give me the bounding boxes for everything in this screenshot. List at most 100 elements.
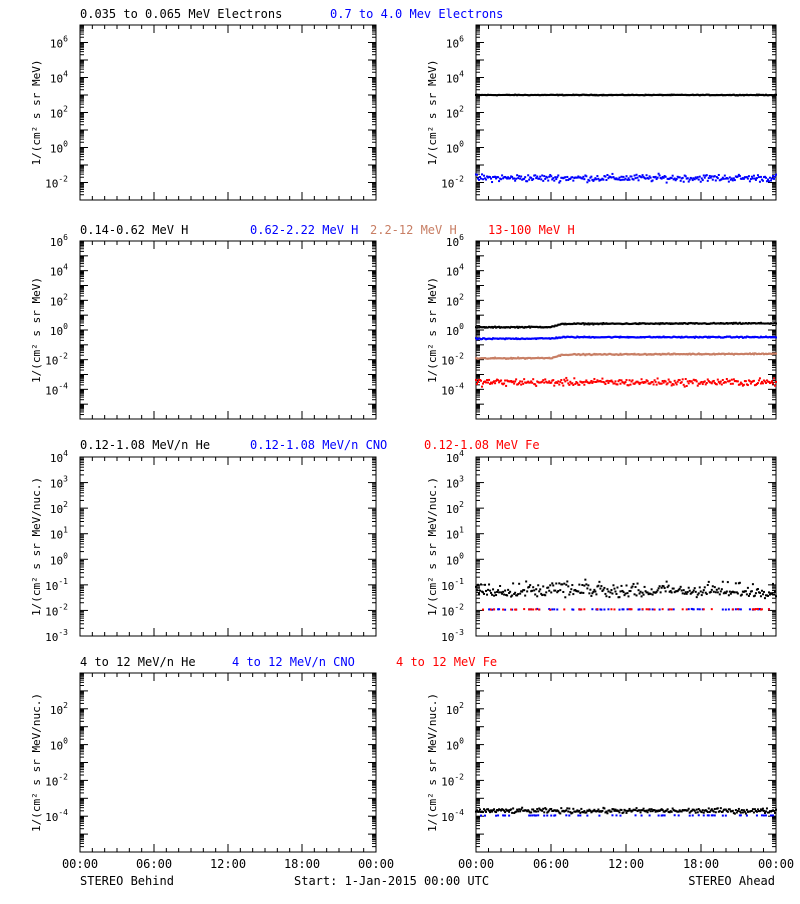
y-tick-label: 101 xyxy=(50,526,68,542)
data-point xyxy=(604,592,607,595)
data-point xyxy=(532,94,535,97)
data-point xyxy=(629,322,632,325)
data-point xyxy=(532,178,535,181)
data-point xyxy=(735,591,738,594)
data-point xyxy=(705,353,708,356)
data-point xyxy=(634,586,637,589)
data-point xyxy=(763,811,766,814)
data-point xyxy=(734,809,737,812)
data-point xyxy=(532,378,535,381)
data-point xyxy=(599,353,602,356)
legend-entry: 4 to 12 MeV/n He xyxy=(80,655,196,669)
data-point xyxy=(667,178,670,181)
data-point xyxy=(574,322,577,325)
data-point xyxy=(568,322,571,325)
data-point xyxy=(649,93,652,96)
data-point xyxy=(522,589,525,592)
data-point xyxy=(515,337,518,340)
data-point xyxy=(759,353,762,356)
data-point xyxy=(707,580,710,583)
data-point xyxy=(529,584,532,587)
data-point xyxy=(554,814,557,817)
data-point xyxy=(475,378,477,381)
data-point xyxy=(630,93,633,96)
data-point xyxy=(715,322,718,325)
data-point xyxy=(652,322,655,325)
data-point xyxy=(536,808,539,811)
data-point xyxy=(558,383,561,386)
data-point xyxy=(554,337,557,340)
data-point xyxy=(723,591,726,594)
data-point xyxy=(645,322,648,325)
data-point xyxy=(696,608,699,611)
data-point xyxy=(610,353,613,356)
data-point xyxy=(519,177,522,180)
data-point xyxy=(644,336,647,339)
data-point xyxy=(769,352,772,355)
data-point xyxy=(766,594,769,597)
data-point xyxy=(530,325,533,328)
data-point xyxy=(481,385,484,388)
data-point xyxy=(583,584,586,587)
data-point xyxy=(689,336,692,339)
data-point xyxy=(624,336,627,339)
data-point xyxy=(688,336,691,339)
data-point xyxy=(701,179,704,182)
data-point xyxy=(759,321,762,324)
data-point xyxy=(637,608,640,611)
data-point xyxy=(651,810,654,813)
data-point xyxy=(603,175,606,178)
data-point xyxy=(635,807,638,810)
data-point xyxy=(636,336,639,339)
data-point xyxy=(522,94,525,97)
data-point xyxy=(609,176,612,179)
data-point xyxy=(501,94,504,97)
data-point xyxy=(495,811,498,814)
data-point xyxy=(688,814,691,817)
data-point xyxy=(625,322,628,325)
data-point xyxy=(664,93,667,96)
data-point xyxy=(755,322,758,325)
data-point xyxy=(572,383,575,386)
data-point xyxy=(475,357,477,360)
data-point xyxy=(693,353,696,356)
data-point xyxy=(475,93,477,96)
data-point xyxy=(596,585,599,588)
data-point xyxy=(716,353,719,356)
data-point xyxy=(520,326,523,329)
data-point xyxy=(549,326,552,329)
data-point xyxy=(519,94,522,97)
data-point xyxy=(578,383,581,386)
data-point xyxy=(679,179,682,182)
y-tick-label: 10-4 xyxy=(45,381,68,397)
data-point xyxy=(757,176,760,179)
data-point xyxy=(734,94,737,97)
data-point xyxy=(579,608,582,611)
data-point xyxy=(724,808,727,811)
data-point xyxy=(589,809,592,812)
data-point xyxy=(506,93,509,96)
data-point xyxy=(610,176,613,179)
data-point xyxy=(650,180,653,183)
data-point xyxy=(621,381,624,384)
data-point xyxy=(681,809,684,812)
data-point xyxy=(577,322,580,325)
data-point xyxy=(667,608,670,611)
data-point xyxy=(727,94,730,97)
data-point xyxy=(542,179,545,182)
data-point xyxy=(501,174,504,177)
data-point xyxy=(609,322,612,325)
data-point xyxy=(651,336,654,339)
data-point xyxy=(656,377,659,380)
data-point xyxy=(481,590,484,593)
data-point xyxy=(717,587,720,590)
data-point xyxy=(712,175,715,178)
data-point xyxy=(639,335,642,338)
data-point xyxy=(539,808,542,811)
data-point xyxy=(475,337,477,340)
data-point xyxy=(517,177,520,180)
data-point xyxy=(759,608,762,611)
data-point xyxy=(643,322,646,325)
data-point xyxy=(673,809,676,812)
footer-left-label: STEREO Behind xyxy=(80,874,174,888)
